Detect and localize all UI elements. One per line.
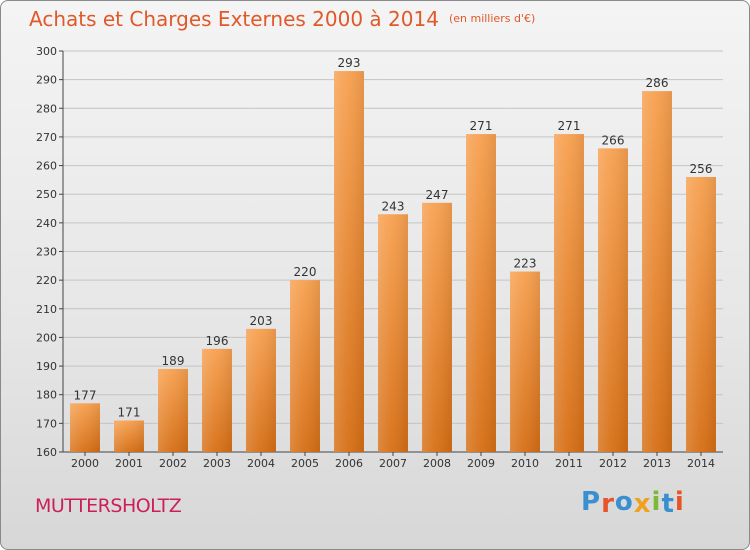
bar-shine-2002 (158, 368, 188, 452)
y-tick-label: 300 (36, 45, 57, 58)
y-tick-label: 240 (36, 217, 57, 230)
x-tick-label: 2002 (159, 457, 187, 470)
y-tick-label: 210 (36, 303, 57, 316)
x-tick-label: 2008 (423, 457, 451, 470)
bar-shine-2011 (554, 134, 584, 453)
value-label-2011: 271 (558, 119, 581, 133)
x-tick-label: 2006 (335, 457, 363, 470)
bar-shine-2006 (334, 71, 364, 453)
x-tick-label: 2004 (247, 457, 275, 470)
value-label-2000: 177 (74, 388, 97, 402)
bar-shine-2007 (378, 214, 408, 452)
x-tick-label: 2010 (511, 457, 539, 470)
x-tick-label: 2009 (467, 457, 495, 470)
y-tick-label: 220 (36, 274, 57, 287)
logo-letter: i (651, 487, 662, 517)
value-label-2008: 247 (426, 188, 449, 202)
y-tick-label: 290 (36, 74, 57, 87)
bar-shine-2003 (202, 348, 232, 452)
y-tick-label: 190 (36, 360, 57, 373)
value-label-2002: 189 (162, 354, 185, 368)
y-tick-label: 200 (36, 331, 57, 344)
bar-shine-2010 (510, 271, 540, 452)
x-tick-label: 2003 (203, 457, 231, 470)
y-tick-label: 230 (36, 246, 57, 259)
bar-shine-2001 (114, 420, 144, 452)
logo-letter: t (661, 489, 675, 519)
value-label-2004: 203 (250, 314, 273, 328)
y-tick-label: 160 (36, 446, 57, 459)
y-tick-label: 180 (36, 389, 57, 402)
value-label-2010: 223 (514, 257, 537, 271)
y-tick-label: 280 (36, 102, 57, 115)
x-tick-label: 2005 (291, 457, 319, 470)
value-label-2001: 171 (118, 405, 141, 419)
bar-shine-2000 (70, 403, 100, 452)
value-label-2012: 266 (602, 133, 625, 147)
logo-letter: o (614, 487, 634, 517)
logo-letter: r (601, 489, 615, 519)
x-tick-label: 2000 (71, 457, 99, 470)
x-tick-label: 2007 (379, 457, 407, 470)
value-label-2003: 196 (206, 334, 229, 348)
x-tick-label: 2001 (115, 457, 143, 470)
x-tick-label: 2011 (555, 457, 583, 470)
bar-shine-2014 (686, 177, 716, 452)
bar-shine-2008 (422, 202, 452, 452)
chart-subtitle: (en milliers d'€) (448, 12, 536, 25)
value-label-2013: 286 (646, 76, 669, 90)
logo-letter: x (633, 489, 652, 519)
value-label-2006: 293 (338, 56, 361, 70)
chart-title: Achats et Charges Externes 2000 à 2014 (e… (29, 7, 535, 31)
y-tick-label: 260 (36, 160, 57, 173)
logo-letter: i (674, 487, 685, 517)
value-labels: 177 171 189 196 203 220 293 243 247 271 223 271 266 2… (74, 56, 713, 419)
value-label-2005: 220 (294, 265, 317, 279)
logo-letter: P (581, 487, 602, 517)
y-tick-label: 270 (36, 131, 57, 144)
x-tick-label: 2013 (643, 457, 671, 470)
value-label-2009: 271 (470, 119, 493, 133)
commune-name: MUTTERSHOLTZ (35, 495, 182, 517)
x-tick-label: 2012 (599, 457, 627, 470)
bar-shine-2005 (290, 280, 320, 452)
chart-title-text: Achats et Charges Externes 2000 à 2014 (29, 7, 439, 31)
bars (70, 71, 716, 453)
bar-shine-2012 (598, 148, 628, 452)
bar-shine-2009 (466, 134, 496, 453)
value-label-2014: 256 (690, 162, 713, 176)
value-label-2007: 243 (382, 199, 405, 213)
y-tick-label: 170 (36, 417, 57, 430)
bar-shine-2004 (246, 328, 276, 452)
y-tick-label: 250 (36, 188, 57, 201)
x-tick-label: 2014 (687, 457, 715, 470)
proxiti-logo: Proxiti (581, 487, 685, 519)
bar-shine-2013 (642, 91, 672, 452)
